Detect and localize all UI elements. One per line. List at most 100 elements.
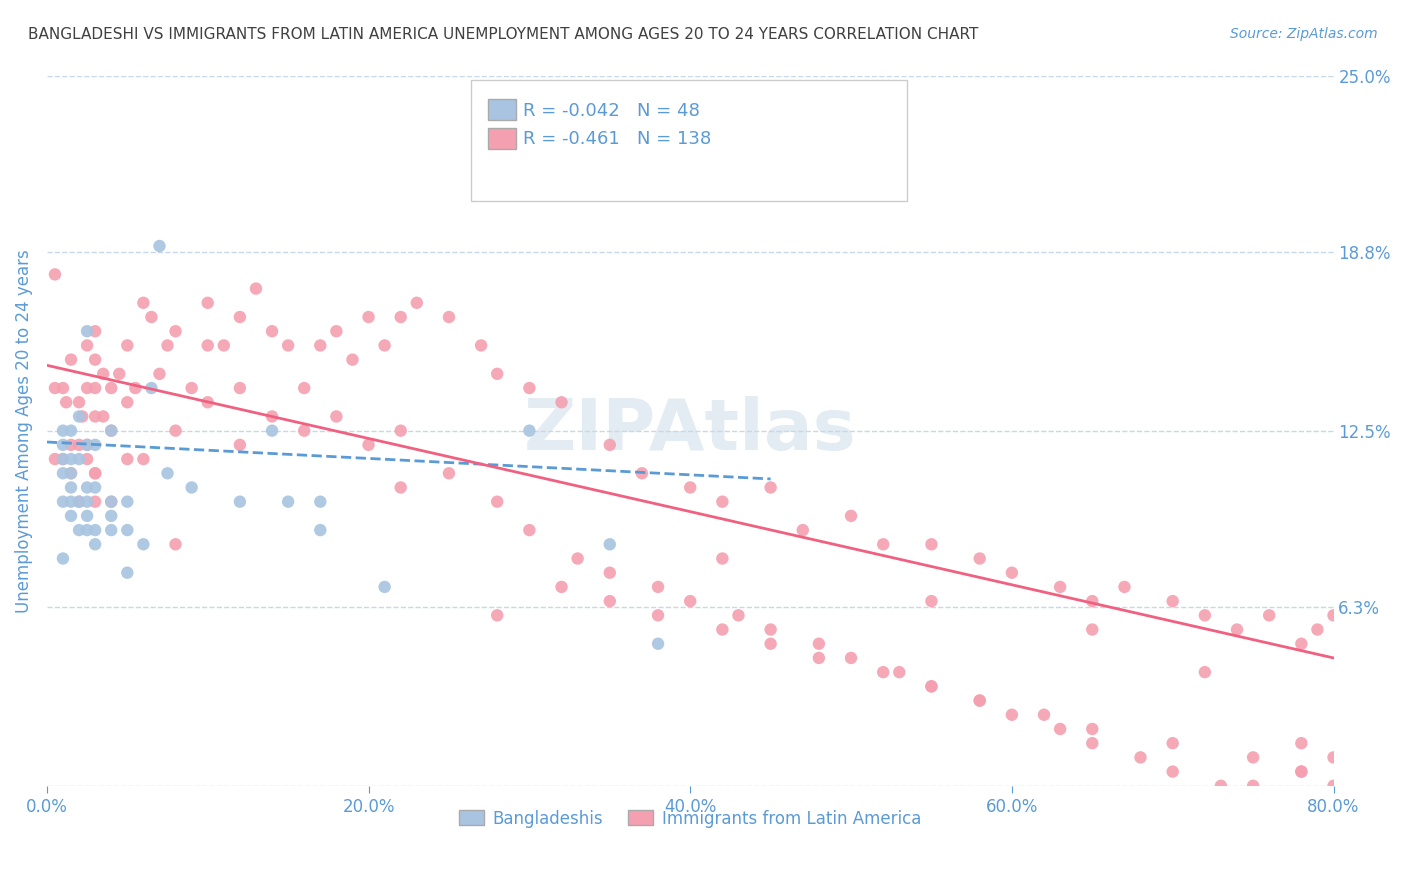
Point — [52, 467, 75, 481]
Point — [72, 409, 94, 424]
Point — [52, 424, 75, 438]
Point — [1033, 707, 1056, 722]
Point — [599, 566, 621, 580]
Point — [76, 523, 98, 537]
Point — [277, 494, 299, 508]
Point — [100, 508, 122, 523]
Y-axis label: Unemployment Among Ages 20 to 24 years: Unemployment Among Ages 20 to 24 years — [15, 249, 32, 613]
Point — [156, 467, 179, 481]
Point — [229, 310, 252, 324]
Point — [389, 480, 412, 494]
Point — [197, 295, 219, 310]
Point — [1081, 736, 1104, 750]
Point — [100, 494, 122, 508]
Point — [1291, 736, 1313, 750]
Point — [84, 381, 107, 395]
Point — [44, 268, 66, 282]
Point — [309, 523, 332, 537]
Point — [437, 467, 460, 481]
Point — [292, 381, 315, 395]
Point — [60, 352, 83, 367]
Point — [117, 452, 139, 467]
Point — [389, 424, 412, 438]
Point — [141, 310, 163, 324]
Point — [374, 580, 396, 594]
Point — [117, 566, 139, 580]
Point — [229, 494, 252, 508]
Point — [969, 693, 991, 707]
Point — [148, 239, 170, 253]
Point — [141, 381, 163, 395]
Point — [405, 295, 427, 310]
Point — [245, 282, 267, 296]
Point — [727, 608, 749, 623]
Point — [84, 480, 107, 494]
Point — [76, 452, 98, 467]
Point — [108, 367, 131, 381]
Point — [91, 409, 114, 424]
Point — [647, 580, 669, 594]
Point — [76, 438, 98, 452]
Point — [100, 424, 122, 438]
Point — [1129, 750, 1152, 764]
Text: R = -0.042   N = 48: R = -0.042 N = 48 — [523, 102, 700, 120]
Point — [1161, 764, 1184, 779]
Point — [165, 424, 187, 438]
Point — [486, 367, 509, 381]
Point — [67, 452, 90, 467]
Point — [920, 537, 942, 551]
Point — [84, 494, 107, 508]
Point — [1194, 608, 1216, 623]
Point — [260, 424, 283, 438]
Point — [872, 665, 894, 680]
Point — [52, 438, 75, 452]
Text: ZIPAtlas: ZIPAtlas — [524, 396, 856, 465]
Point — [60, 508, 83, 523]
Point — [229, 381, 252, 395]
Point — [156, 338, 179, 352]
Point — [550, 395, 572, 409]
Point — [76, 508, 98, 523]
Point — [1081, 594, 1104, 608]
Point — [759, 480, 782, 494]
Point — [180, 480, 202, 494]
Point — [76, 494, 98, 508]
Point — [519, 523, 541, 537]
Text: Source: ZipAtlas.com: Source: ZipAtlas.com — [1230, 27, 1378, 41]
Point — [117, 338, 139, 352]
Point — [1322, 608, 1344, 623]
Point — [91, 367, 114, 381]
Point — [969, 693, 991, 707]
Point — [165, 324, 187, 338]
Point — [1306, 623, 1329, 637]
Point — [1161, 594, 1184, 608]
Point — [229, 438, 252, 452]
Point — [1291, 764, 1313, 779]
Point — [60, 467, 83, 481]
Point — [76, 480, 98, 494]
Point — [309, 338, 332, 352]
Point — [212, 338, 235, 352]
Point — [52, 551, 75, 566]
Point — [100, 381, 122, 395]
Point — [807, 651, 830, 665]
Point — [599, 594, 621, 608]
Point — [117, 494, 139, 508]
Point — [599, 537, 621, 551]
Point — [132, 537, 155, 551]
Point — [711, 623, 734, 637]
Point — [132, 452, 155, 467]
Point — [277, 338, 299, 352]
Point — [969, 551, 991, 566]
Point — [920, 594, 942, 608]
Point — [679, 594, 702, 608]
Point — [374, 338, 396, 352]
Point — [839, 651, 862, 665]
Point — [1258, 608, 1281, 623]
Point — [872, 537, 894, 551]
Point — [52, 452, 75, 467]
Point — [60, 480, 83, 494]
Point — [1081, 623, 1104, 637]
Point — [1194, 665, 1216, 680]
Point — [67, 523, 90, 537]
